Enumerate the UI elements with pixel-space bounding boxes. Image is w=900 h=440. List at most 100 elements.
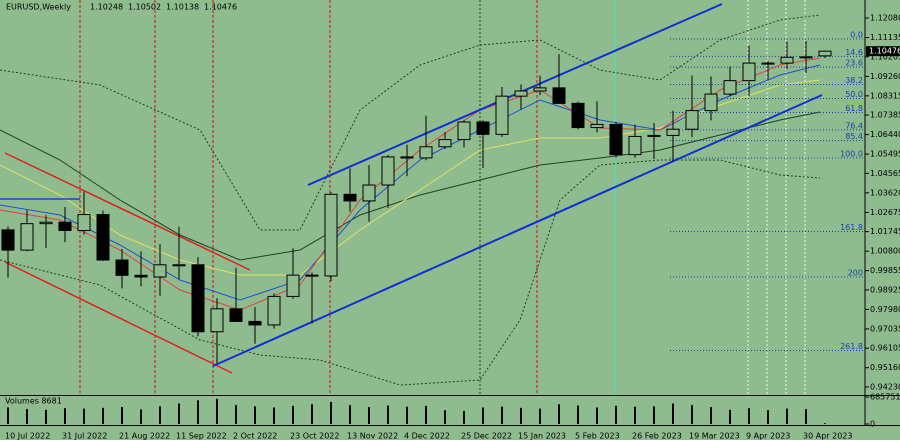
candle-body bbox=[267, 295, 281, 326]
candle-body bbox=[324, 193, 338, 277]
quote-value: 1.10476 bbox=[204, 3, 237, 12]
band-upper bbox=[0, 14, 821, 231]
candle-body bbox=[571, 102, 585, 129]
y-tick-label: 1.02675 bbox=[870, 208, 900, 217]
fib-label: 85.4 bbox=[845, 132, 863, 141]
channel-red bbox=[4, 261, 233, 374]
channel-blue bbox=[212, 94, 823, 367]
candle-body bbox=[666, 128, 680, 136]
candle-body bbox=[723, 80, 737, 95]
y-tick-label: 1.04565 bbox=[870, 169, 900, 178]
candle-body bbox=[495, 95, 509, 135]
candle-body bbox=[286, 274, 300, 297]
y-tick-label: 0.96105 bbox=[870, 344, 900, 353]
x-tick-label: 15 Jan 2023 bbox=[518, 432, 566, 440]
candle-body bbox=[685, 110, 699, 130]
y-tick-label: 0.94230 bbox=[870, 382, 900, 391]
quote-value: 1.10248 bbox=[90, 3, 123, 12]
fib-label: 23.6 bbox=[845, 59, 863, 68]
x-tick-label: 5 Feb 2023 bbox=[575, 432, 620, 440]
x-tick-label: 10 Jul 2022 bbox=[5, 432, 50, 440]
candle-body bbox=[476, 121, 490, 135]
candle-body bbox=[704, 93, 718, 112]
fib-label: 50.0 bbox=[845, 90, 863, 99]
candle-body bbox=[58, 221, 72, 231]
x-tick-label: 4 Dec 2022 bbox=[404, 432, 450, 440]
x-tick-label: 30 Apr 2023 bbox=[803, 432, 852, 440]
x-tick-label: 2 Oct 2022 bbox=[233, 432, 277, 440]
y-tick-label: 0 bbox=[870, 420, 875, 429]
fib-label: 161.8 bbox=[840, 223, 863, 232]
y-tick-label: 1.08315 bbox=[870, 91, 900, 100]
candle-body bbox=[115, 259, 129, 276]
x-tick-label: 23 Oct 2022 bbox=[290, 432, 339, 440]
candle-body bbox=[39, 221, 53, 225]
fib-label: 261.8 bbox=[840, 342, 863, 351]
x-tick-label: 25 Dec 2022 bbox=[461, 432, 512, 440]
fib-label: 100.0 bbox=[840, 150, 863, 159]
candle-body bbox=[552, 87, 566, 104]
candle-body bbox=[343, 193, 357, 202]
candle-body bbox=[210, 308, 224, 333]
candle-body bbox=[153, 264, 167, 278]
candle-body bbox=[400, 156, 414, 159]
candle-body bbox=[514, 90, 528, 97]
candle-body bbox=[818, 50, 832, 57]
indicators bbox=[0, 3, 823, 386]
price-tag: 1.10476 bbox=[869, 47, 900, 56]
candle-body bbox=[248, 320, 262, 326]
y-tick-label: 1.10205 bbox=[870, 52, 900, 61]
candle-body bbox=[533, 87, 547, 92]
candle-body bbox=[647, 134, 661, 137]
quote: 1.10248 1.10502 1.10138 1.10476 bbox=[90, 3, 237, 12]
y-tick-label: 1.12080 bbox=[870, 14, 900, 23]
candle-body bbox=[191, 264, 205, 333]
candle-body bbox=[381, 156, 395, 186]
y-tick-label: 1.09260 bbox=[870, 72, 900, 81]
y-tick-label: 1.07385 bbox=[870, 111, 900, 120]
x-tick-label: 21 Aug 2022 bbox=[119, 432, 170, 440]
volume-title: Volumes 8681 bbox=[5, 397, 62, 406]
candle-body bbox=[457, 121, 471, 141]
fib-label: 200 bbox=[848, 268, 863, 277]
fib-label: 76.4 bbox=[845, 121, 863, 130]
fib-label: 38.2 bbox=[845, 76, 863, 85]
quote-value: 1.10138 bbox=[166, 3, 199, 12]
quote-value: 1.10502 bbox=[128, 3, 161, 12]
x-tick-label: 9 Apr 2023 bbox=[746, 432, 790, 440]
fib-label: 0.0 bbox=[850, 31, 863, 40]
y-tick-label: 1.06440 bbox=[870, 130, 900, 139]
y-tick-label: 1.01745 bbox=[870, 227, 900, 236]
y-tick-label: 0.95160 bbox=[870, 363, 900, 372]
y-tick-label: 685751 bbox=[870, 393, 900, 402]
candle-body bbox=[742, 62, 756, 82]
y-tick-label: 1.05495 bbox=[870, 150, 900, 159]
y-tick-label: 1.11135 bbox=[870, 33, 900, 42]
candle-body bbox=[799, 56, 813, 59]
fib-label: 14.6 bbox=[845, 48, 863, 57]
candle-body bbox=[419, 146, 433, 159]
candle-body bbox=[172, 264, 186, 267]
candle-body bbox=[134, 274, 148, 278]
band-lower bbox=[0, 159, 821, 386]
symbol: EURUSD,Weekly bbox=[6, 3, 71, 12]
fib-label: 61.8 bbox=[845, 104, 863, 113]
x-tick-label: 11 Sep 2022 bbox=[176, 432, 227, 440]
candle-body bbox=[305, 274, 319, 277]
ma-blue bbox=[0, 64, 821, 301]
candle-body bbox=[609, 123, 623, 156]
y-tick-label: 0.97035 bbox=[870, 324, 900, 333]
x-tick-label: 26 Feb 2023 bbox=[632, 432, 682, 440]
candle-body bbox=[438, 139, 452, 148]
candle-body bbox=[590, 123, 604, 129]
y-tick-label: 1.03620 bbox=[870, 188, 900, 197]
y-tick-label: 0.98925 bbox=[870, 285, 900, 294]
candle-body bbox=[96, 214, 110, 261]
x-tick-label: 31 Jul 2022 bbox=[62, 432, 107, 440]
candle-body bbox=[628, 135, 642, 156]
candle-body bbox=[761, 62, 775, 65]
candle-body bbox=[20, 223, 34, 251]
candle-body bbox=[229, 308, 243, 322]
